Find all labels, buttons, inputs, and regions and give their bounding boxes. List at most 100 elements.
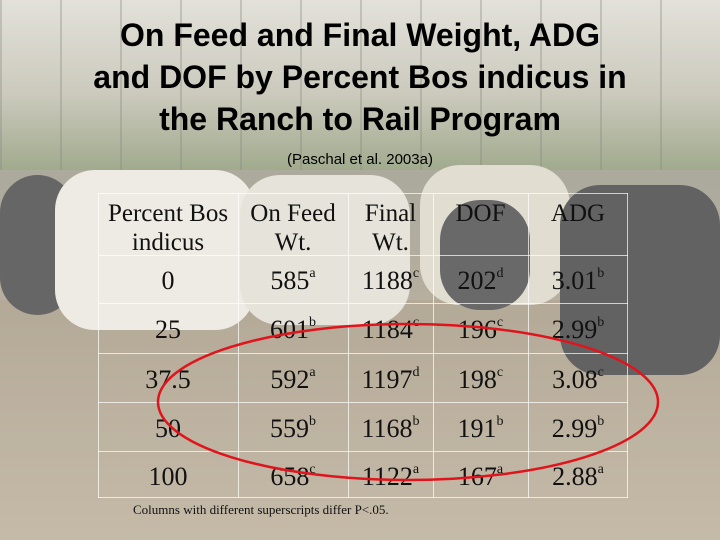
header-line: Wt.	[274, 229, 312, 256]
significance-superscript: c	[597, 364, 604, 380]
table-grid-line	[627, 193, 628, 498]
fence-backdrop	[0, 0, 720, 170]
cell-value: 585	[270, 266, 310, 295]
table-grid-line	[98, 193, 99, 498]
significance-superscript: b	[496, 413, 504, 429]
header-line: DOF	[455, 200, 506, 227]
table-cell: 25	[98, 315, 238, 345]
significance-superscript: b	[597, 315, 605, 330]
cell-value: 202	[457, 266, 497, 295]
cell-value: 3.01	[551, 266, 598, 295]
table-cell: 50	[98, 414, 238, 444]
citation: (Paschal et al. 2003a)	[287, 151, 433, 168]
highlight-ellipse	[156, 322, 660, 482]
table-cell: 1188c	[348, 266, 433, 296]
significance-superscript: a	[412, 461, 420, 477]
significance-superscript: c	[412, 315, 420, 330]
cell-value: 1197	[361, 364, 413, 394]
table-cell: 1184c	[348, 315, 433, 345]
cell-value: 2.99	[551, 413, 598, 443]
cell-value: 1122	[361, 461, 413, 491]
title-line: and DOF by Percent Bos indicus in	[93, 59, 627, 95]
table-header-cell: On Feed Wt.	[238, 199, 348, 257]
slide-title: On Feed and Final Weight, ADG and DOF by…	[0, 14, 720, 140]
significance-superscript: c	[412, 266, 420, 281]
table-cell: 100	[98, 462, 238, 492]
significance-superscript: b	[309, 413, 316, 429]
significance-superscript: c	[496, 364, 504, 380]
table-cell: 196c	[433, 315, 528, 345]
cell-value: 658	[270, 461, 310, 491]
cell-value: 3.08	[552, 364, 598, 394]
cell-value: 2.88	[552, 461, 598, 491]
cell-value: 601	[270, 315, 309, 344]
significance-superscript: b	[597, 413, 605, 429]
significance-superscript: a	[496, 461, 504, 477]
significance-superscript: b	[597, 266, 605, 281]
table-grid-line	[98, 255, 628, 256]
table-cell: 3.01b	[528, 266, 628, 296]
table-cell: 202d	[433, 266, 528, 296]
cattle-shape	[560, 185, 720, 375]
table-cell: 198c	[433, 365, 528, 395]
table-grid-line	[98, 353, 628, 354]
results-table: Percent Bos indicus On Feed Wt. Final Wt. DOF A…	[98, 193, 628, 498]
cell-value: 0	[161, 266, 175, 295]
table-grid-line	[98, 497, 628, 498]
table-cell: 1168b	[348, 414, 433, 444]
significance-superscript: b	[309, 315, 316, 330]
table-cell: 0	[98, 266, 238, 296]
significance-superscript: a	[309, 266, 316, 281]
significance-superscript: c	[309, 461, 316, 477]
table-header-cell: Final Wt.	[348, 199, 433, 257]
table-cell: 191b	[433, 414, 528, 444]
cattle-shape	[240, 175, 410, 325]
cell-value: 559	[270, 413, 309, 443]
significance-superscript: b	[412, 413, 420, 429]
table-cell: 2.99b	[528, 414, 628, 444]
cell-value: 100	[148, 461, 188, 491]
table-grid-line	[98, 402, 628, 403]
table-cell: 1197d	[348, 365, 433, 395]
table-grid-line	[348, 193, 349, 498]
header-line: Wt.	[372, 229, 409, 256]
table-grid-line	[98, 451, 628, 452]
cell-value: 1188	[361, 266, 413, 295]
footnote: Columns with different superscripts diff…	[133, 502, 389, 517]
table-header-cell: Percent Bos indicus	[98, 199, 238, 257]
header-line: indicus	[131, 229, 205, 256]
significance-superscript: d	[496, 266, 504, 281]
header-line: Final	[364, 200, 417, 227]
cell-value: 1168	[361, 413, 413, 443]
significance-superscript: a	[309, 364, 316, 380]
table-cell: 1122a	[348, 462, 433, 492]
table-grid-line	[98, 193, 628, 194]
table-cell: 3.08c	[528, 365, 628, 395]
significance-superscript: a	[597, 461, 604, 477]
cell-value: 1184	[361, 315, 413, 344]
table-cell: 559b	[238, 414, 348, 444]
title-line: the Ranch to Rail Program	[159, 101, 561, 137]
table-cell: 658c	[238, 462, 348, 492]
header-line: ADG	[550, 200, 606, 227]
table-header-cell: ADG	[528, 199, 628, 228]
table-cell: 2.88a	[528, 462, 628, 492]
table-grid-line	[98, 303, 628, 304]
table-grid-line	[433, 193, 434, 498]
cell-value: 191	[457, 413, 497, 443]
table-cell: 601b	[238, 315, 348, 345]
significance-superscript: c	[496, 315, 504, 330]
title-line: On Feed and Final Weight, ADG	[119, 17, 600, 53]
cell-value: 25	[155, 315, 181, 344]
significance-superscript: d	[412, 364, 420, 380]
header-line: On Feed	[250, 200, 336, 227]
table-grid-line	[528, 193, 529, 498]
header-line: Percent Bos	[107, 200, 229, 227]
table-header-cell: DOF	[433, 199, 528, 228]
cell-value: 592	[270, 364, 310, 394]
cell-value: 50	[155, 413, 181, 443]
cell-value: 198	[457, 364, 497, 394]
table-cell: 592a	[238, 365, 348, 395]
table-cell: 585a	[238, 266, 348, 296]
